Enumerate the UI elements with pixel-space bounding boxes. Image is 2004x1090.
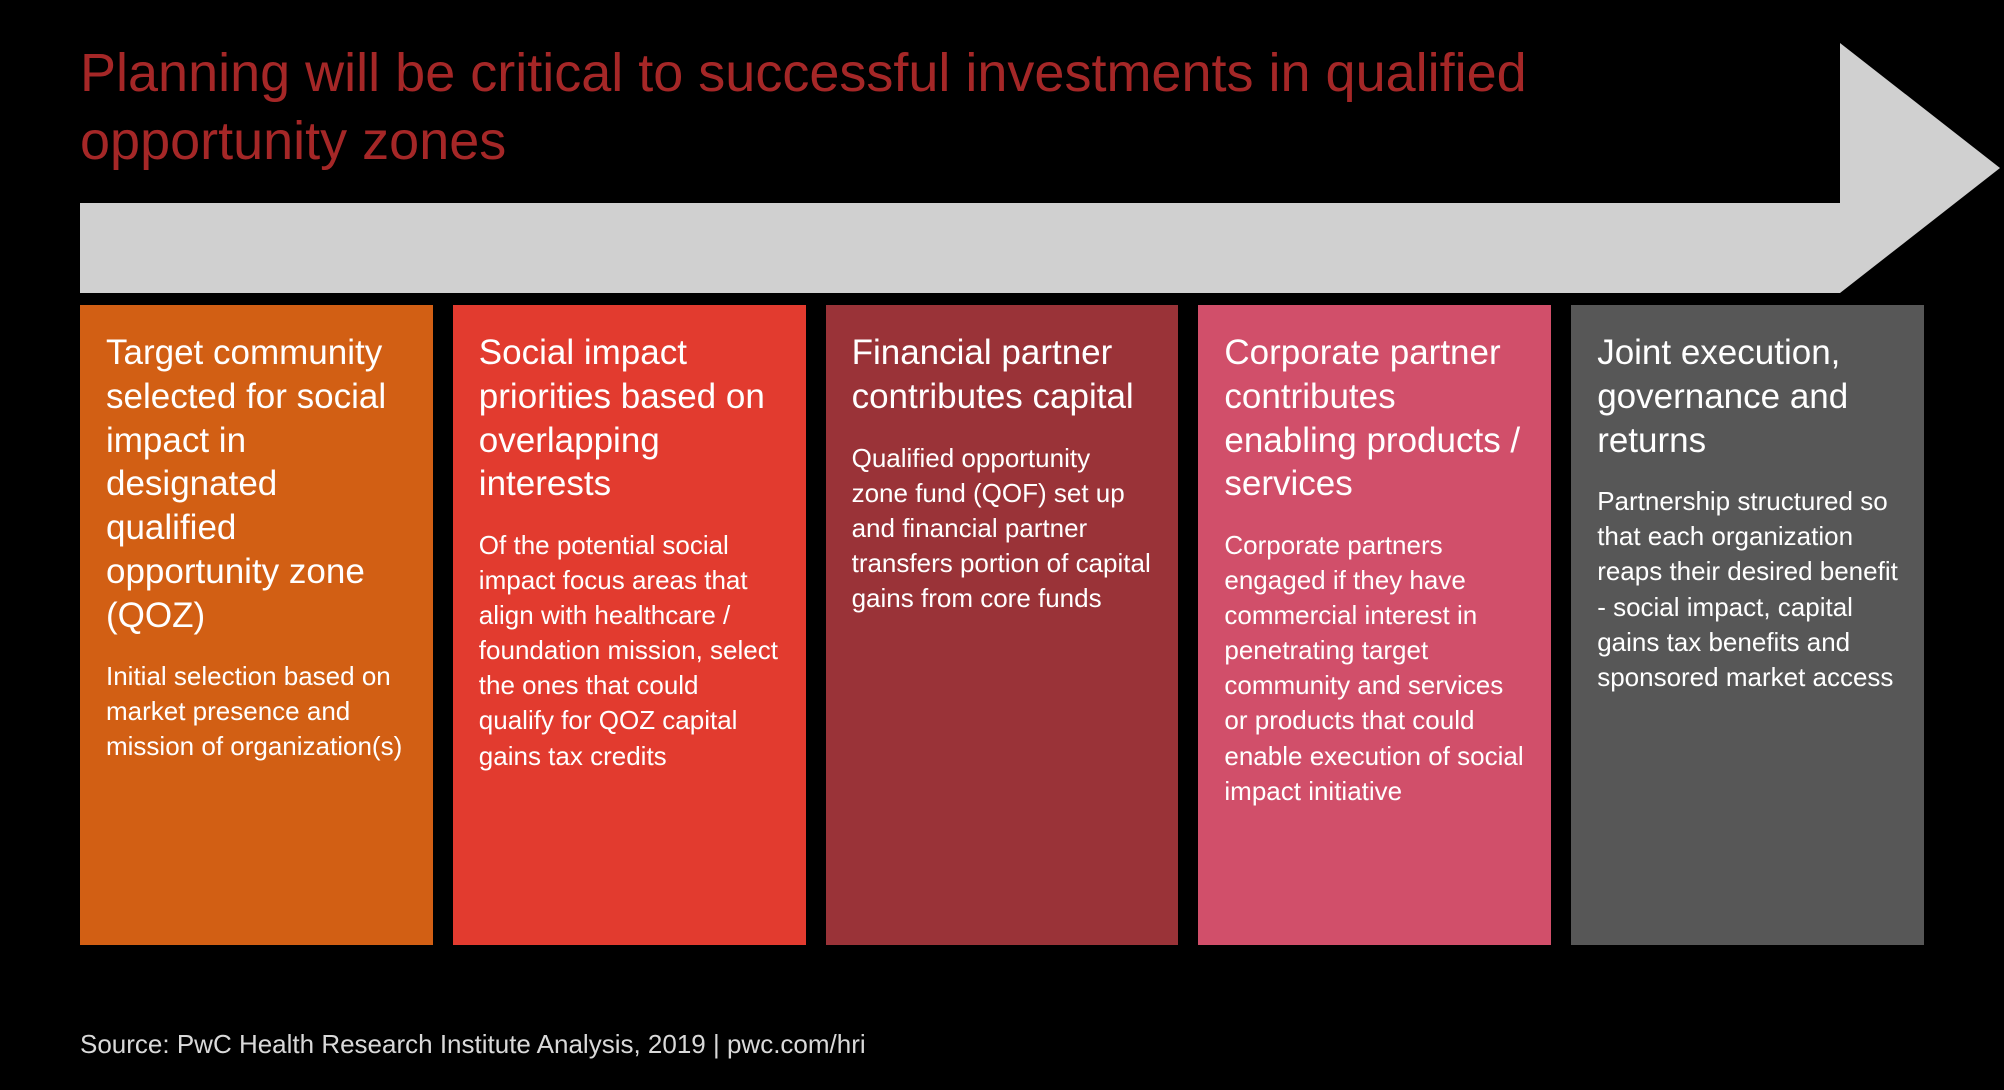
- card-4-body: Corporate partners engaged if they have …: [1224, 528, 1525, 809]
- card-3-body: Qualified opportunity zone fund (QOF) se…: [852, 441, 1153, 616]
- card-5: Joint execution, governance and returns …: [1571, 305, 1924, 945]
- card-1-title: Target community selected for social imp…: [106, 331, 407, 637]
- slide-title: Planning will be critical to successful …: [80, 40, 1580, 175]
- card-1: Target community selected for social imp…: [80, 305, 433, 945]
- card-2-body: Of the potential social impact focus are…: [479, 528, 780, 774]
- source-citation: Source: PwC Health Research Institute An…: [80, 1029, 866, 1060]
- process-cards-row: Target community selected for social imp…: [80, 305, 1924, 945]
- card-5-title: Joint execution, governance and returns: [1597, 331, 1898, 462]
- card-2-title: Social impact priorities based on overla…: [479, 331, 780, 506]
- card-3-title: Financial partner contributes capital: [852, 331, 1153, 419]
- card-4: Corporate partner contributes enabling p…: [1198, 305, 1551, 945]
- card-5-body: Partnership structured so that each orga…: [1597, 484, 1898, 695]
- card-1-body: Initial selection based on market presen…: [106, 659, 407, 764]
- card-2: Social impact priorities based on overla…: [453, 305, 806, 945]
- card-4-title: Corporate partner contributes enabling p…: [1224, 331, 1525, 506]
- arrow-head-icon: [1840, 43, 2000, 293]
- slide-root: Planning will be critical to successful …: [0, 0, 2004, 1090]
- arrow-bar: [80, 203, 1840, 293]
- card-3: Financial partner contributes capital Qu…: [826, 305, 1179, 945]
- process-arrow: [80, 203, 1924, 293]
